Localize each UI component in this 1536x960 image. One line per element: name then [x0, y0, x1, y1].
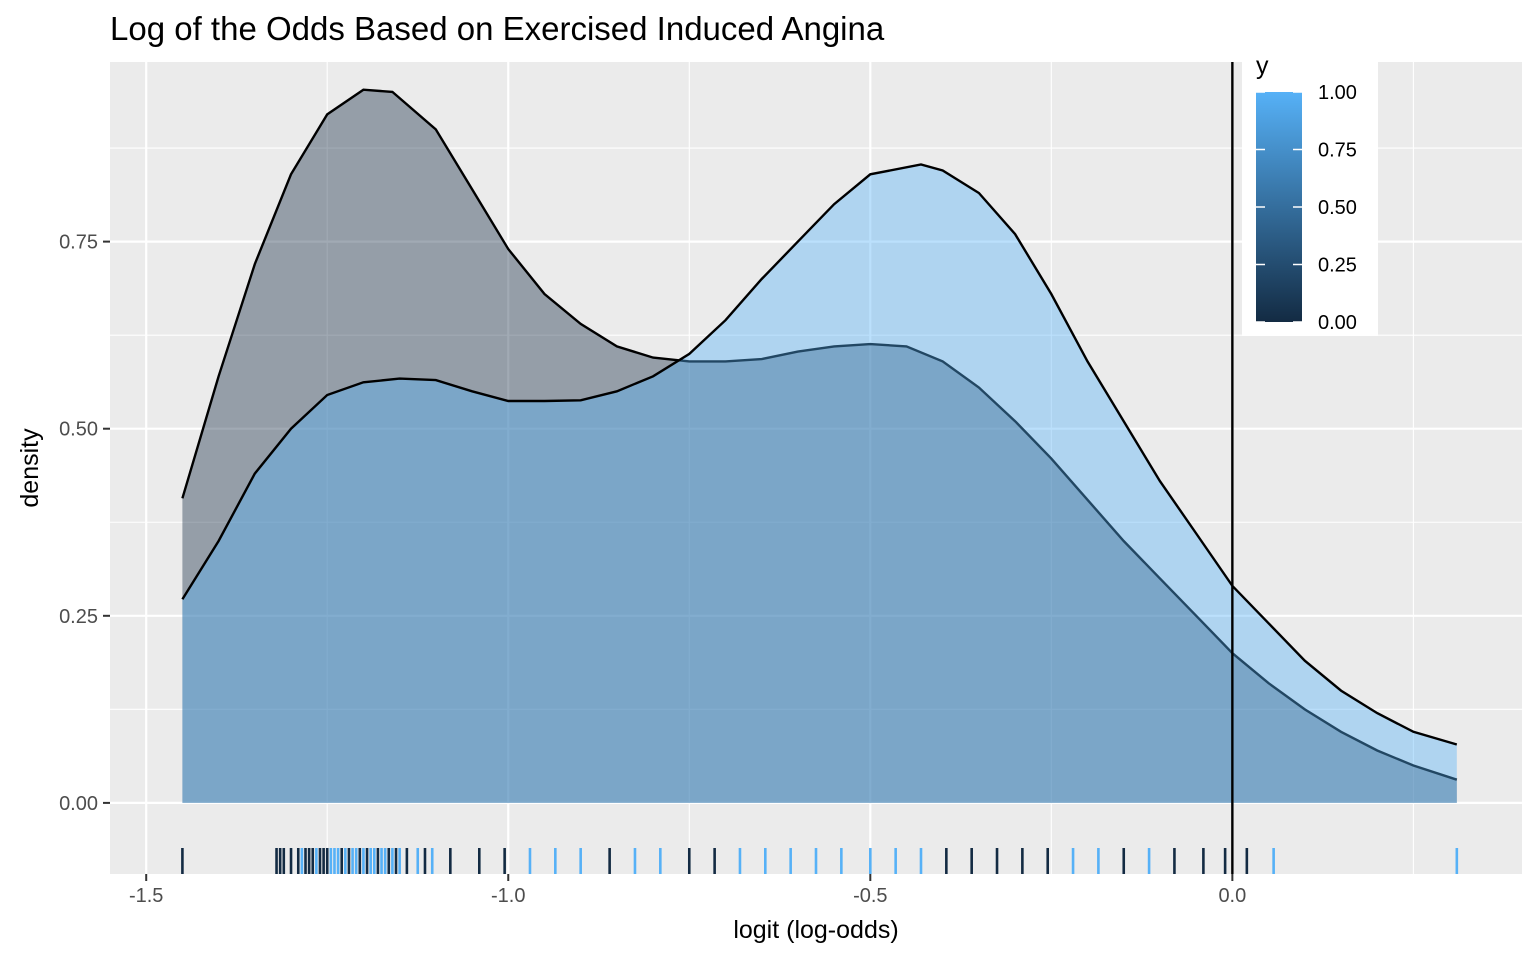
- y-tick-label: 0.25: [59, 606, 98, 628]
- x-tick-label: 0.0: [1218, 885, 1246, 907]
- legend-ticks: 1.00 0.75 0.50 0.25 0.00: [1256, 82, 1357, 334]
- legend: y 1.00 0.75 0.50 0.25 0.00: [1242, 52, 1378, 336]
- x-tick-label: -1.0: [491, 885, 525, 907]
- density-area-y0: [182, 89, 1457, 803]
- y-tick-label: 0.75: [59, 232, 98, 254]
- density-areas: [181, 88, 1458, 803]
- y-axis-title: density: [16, 428, 44, 508]
- density-curve-y0: [181, 88, 1458, 781]
- density-area-y1: [182, 164, 1457, 803]
- y-tick-label: 0.00: [59, 793, 98, 815]
- legend-title: y: [1256, 52, 1269, 80]
- legend-label: 0.75: [1318, 140, 1357, 162]
- rug-marks: [181, 848, 1459, 874]
- chart-title: Log of the Odds Based on Exercised Induc…: [110, 10, 885, 47]
- x-tick-label: -1.5: [129, 885, 163, 907]
- axes: -1.5 -1.0 -0.5 0.0 0.00 0.25 0.50 0.75: [59, 232, 1246, 907]
- legend-label: 1.00: [1318, 82, 1357, 104]
- x-tick-label: -0.5: [853, 885, 887, 907]
- legend-label: 0.25: [1318, 255, 1357, 277]
- y-tick-label: 0.50: [59, 419, 98, 441]
- x-axis-title: logit (log-odds): [733, 916, 898, 944]
- legend-label: 0.50: [1318, 197, 1357, 219]
- legend-label: 0.00: [1318, 312, 1357, 334]
- density-curve-y1: [181, 163, 1458, 746]
